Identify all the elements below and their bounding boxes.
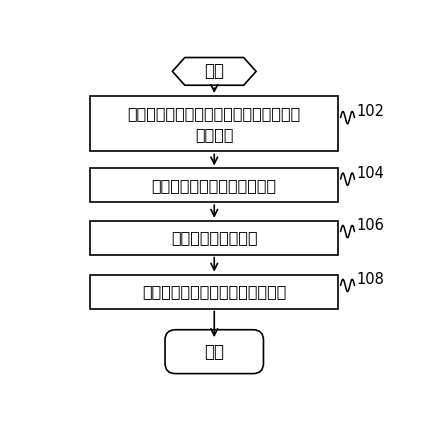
Text: 控制电机以第一目标转速运行: 控制电机以第一目标转速运行 — [152, 178, 277, 193]
Text: 开始: 开始 — [204, 62, 224, 80]
Text: 响应于叉刀的启动指令，获取电机的第一
目标转速: 响应于叉刀的启动指令，获取电机的第一 目标转速 — [128, 106, 301, 142]
Bar — [90, 168, 338, 202]
FancyBboxPatch shape — [165, 330, 264, 374]
Text: 获取叉刀的位置信息: 获取叉刀的位置信息 — [171, 230, 257, 245]
Text: 106: 106 — [357, 218, 385, 233]
Text: 根据位置信息调整电机的运行参数: 根据位置信息调整电机的运行参数 — [142, 284, 287, 299]
Bar — [90, 96, 338, 152]
Bar — [90, 221, 338, 255]
Text: 结束: 结束 — [204, 343, 224, 361]
Text: 104: 104 — [357, 166, 385, 181]
Text: 102: 102 — [357, 104, 385, 119]
Bar — [90, 275, 338, 309]
Polygon shape — [172, 57, 256, 85]
Text: 108: 108 — [357, 272, 385, 287]
